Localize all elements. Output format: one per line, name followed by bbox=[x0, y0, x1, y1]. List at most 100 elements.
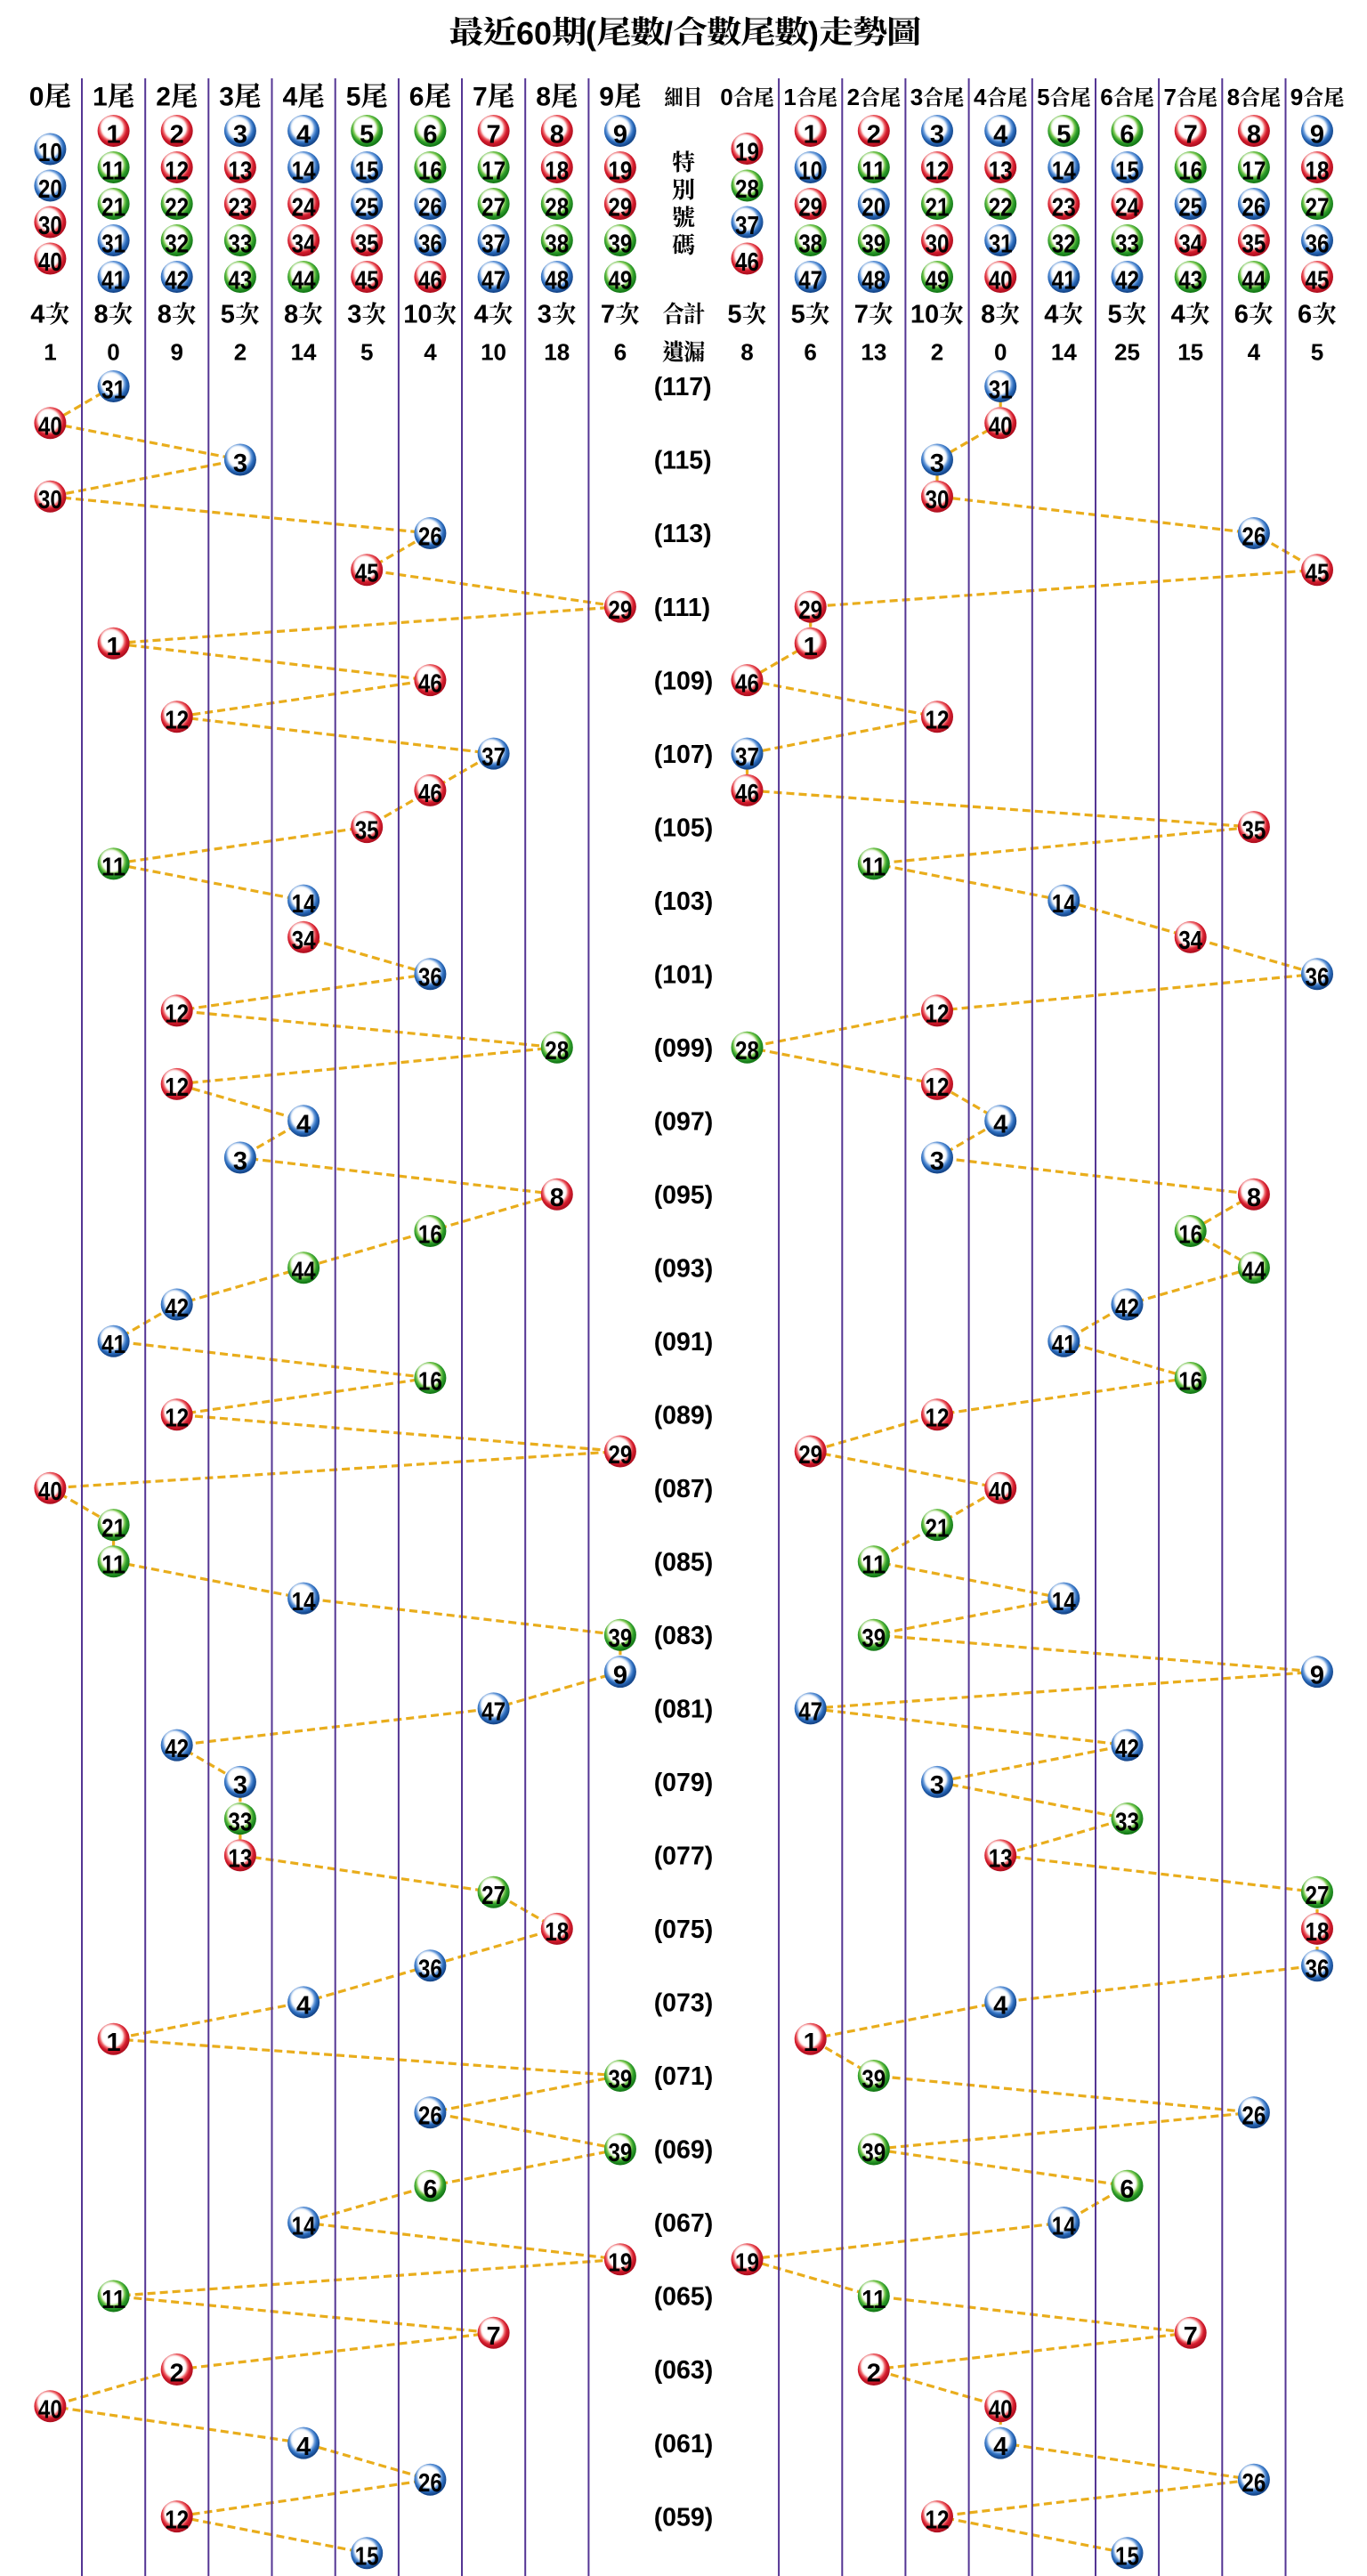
svg-text:29: 29 bbox=[608, 193, 632, 222]
svg-text:(091): (091) bbox=[654, 1328, 714, 1357]
svg-text:6: 6 bbox=[423, 2175, 437, 2204]
svg-text:(085): (085) bbox=[654, 1549, 714, 1577]
svg-text:38: 38 bbox=[798, 230, 822, 258]
svg-text:10: 10 bbox=[910, 301, 939, 329]
svg-text:20: 20 bbox=[861, 193, 886, 222]
svg-text:22: 22 bbox=[989, 193, 1013, 222]
svg-text:12: 12 bbox=[165, 157, 189, 185]
svg-text:45: 45 bbox=[355, 266, 379, 295]
svg-text:43: 43 bbox=[1178, 266, 1202, 295]
svg-text:15: 15 bbox=[1115, 157, 1139, 185]
svg-text:6: 6 bbox=[409, 83, 425, 112]
svg-text:40: 40 bbox=[989, 266, 1013, 295]
svg-text:6: 6 bbox=[1100, 84, 1112, 110]
svg-text:7: 7 bbox=[601, 301, 615, 329]
svg-text:39: 39 bbox=[608, 2065, 632, 2094]
svg-text:5: 5 bbox=[1311, 339, 1323, 366]
svg-text:9: 9 bbox=[613, 1661, 627, 1689]
svg-text:47: 47 bbox=[798, 1698, 822, 1727]
svg-text:14: 14 bbox=[1052, 157, 1076, 185]
svg-text:16: 16 bbox=[1178, 1220, 1202, 1249]
svg-text:33: 33 bbox=[1115, 230, 1139, 258]
svg-text:3: 3 bbox=[233, 1771, 247, 1800]
svg-text:/: / bbox=[664, 15, 673, 52]
svg-text:26: 26 bbox=[1242, 522, 1266, 551]
svg-text:45: 45 bbox=[1306, 266, 1330, 295]
svg-text:12: 12 bbox=[165, 1000, 189, 1029]
svg-text:47: 47 bbox=[798, 266, 822, 295]
svg-text:38: 38 bbox=[545, 230, 569, 258]
svg-text:18: 18 bbox=[1306, 1918, 1330, 1947]
svg-text:27: 27 bbox=[481, 1882, 506, 1910]
svg-text:42: 42 bbox=[1115, 266, 1139, 295]
svg-text:9: 9 bbox=[171, 339, 183, 366]
svg-text:3: 3 bbox=[930, 1771, 944, 1800]
svg-text:32: 32 bbox=[1052, 230, 1076, 258]
svg-text:4: 4 bbox=[1044, 301, 1058, 329]
svg-text:4: 4 bbox=[30, 301, 44, 329]
svg-text:45: 45 bbox=[1306, 560, 1330, 588]
svg-text:14: 14 bbox=[292, 890, 316, 919]
svg-text:40: 40 bbox=[38, 248, 62, 277]
svg-text:18: 18 bbox=[545, 157, 569, 185]
svg-text:15: 15 bbox=[1115, 2543, 1139, 2572]
svg-text:14: 14 bbox=[292, 157, 316, 185]
svg-text:8: 8 bbox=[740, 339, 753, 366]
svg-text:9: 9 bbox=[599, 83, 614, 112]
svg-text:4: 4 bbox=[1171, 301, 1185, 329]
svg-text:15: 15 bbox=[355, 157, 379, 185]
svg-text:27: 27 bbox=[1306, 1882, 1330, 1910]
svg-text:4: 4 bbox=[974, 84, 987, 110]
svg-text:2: 2 bbox=[170, 120, 184, 149]
svg-text:37: 37 bbox=[735, 743, 759, 772]
svg-text:32: 32 bbox=[165, 230, 189, 258]
svg-text:42: 42 bbox=[165, 266, 189, 295]
svg-text:26: 26 bbox=[418, 522, 442, 551]
svg-text:12: 12 bbox=[165, 2506, 189, 2534]
svg-text:0: 0 bbox=[720, 84, 732, 110]
svg-text:13: 13 bbox=[989, 1845, 1013, 1874]
svg-text:(111): (111) bbox=[654, 594, 710, 622]
svg-text:0: 0 bbox=[107, 339, 119, 366]
svg-text:4: 4 bbox=[296, 1111, 311, 1139]
svg-text:18: 18 bbox=[1306, 157, 1330, 185]
svg-text:3: 3 bbox=[233, 1147, 247, 1176]
svg-text:3: 3 bbox=[233, 120, 247, 149]
svg-text:36: 36 bbox=[418, 1956, 442, 1984]
svg-text:37: 37 bbox=[481, 743, 506, 772]
svg-text:1: 1 bbox=[93, 83, 108, 112]
svg-text:39: 39 bbox=[608, 230, 632, 258]
svg-text:29: 29 bbox=[798, 596, 822, 625]
svg-text:23: 23 bbox=[1052, 193, 1076, 222]
svg-text:14: 14 bbox=[1052, 890, 1076, 919]
svg-text:16: 16 bbox=[1178, 157, 1202, 185]
svg-text:6: 6 bbox=[614, 339, 627, 366]
svg-text:9: 9 bbox=[613, 120, 627, 149]
svg-text:(077): (077) bbox=[654, 1843, 714, 1871]
svg-text:10: 10 bbox=[798, 157, 822, 185]
svg-text:11: 11 bbox=[101, 854, 125, 882]
svg-text:1: 1 bbox=[804, 633, 818, 661]
svg-text:(073): (073) bbox=[654, 1989, 714, 2018]
svg-text:13: 13 bbox=[861, 339, 886, 366]
svg-text:4: 4 bbox=[296, 120, 311, 149]
svg-text:12: 12 bbox=[926, 1000, 950, 1029]
svg-text:16: 16 bbox=[1178, 1367, 1202, 1396]
svg-text:8: 8 bbox=[158, 301, 172, 329]
svg-text:6: 6 bbox=[1120, 2175, 1134, 2204]
svg-text:39: 39 bbox=[861, 230, 886, 258]
svg-text:39: 39 bbox=[608, 2139, 632, 2167]
svg-text:25: 25 bbox=[1114, 339, 1140, 366]
svg-text:6: 6 bbox=[1234, 301, 1249, 329]
svg-text:21: 21 bbox=[101, 193, 125, 222]
svg-text:11: 11 bbox=[861, 157, 886, 185]
svg-text:3: 3 bbox=[347, 301, 361, 329]
svg-text:(067): (067) bbox=[654, 2209, 714, 2238]
svg-text:(103): (103) bbox=[654, 887, 714, 916]
svg-text:(107): (107) bbox=[654, 741, 714, 769]
svg-text:16: 16 bbox=[418, 1220, 442, 1249]
svg-text:7: 7 bbox=[1184, 120, 1198, 149]
svg-text:2: 2 bbox=[234, 339, 247, 366]
svg-text:26: 26 bbox=[1242, 193, 1266, 222]
svg-text:2: 2 bbox=[156, 83, 171, 112]
